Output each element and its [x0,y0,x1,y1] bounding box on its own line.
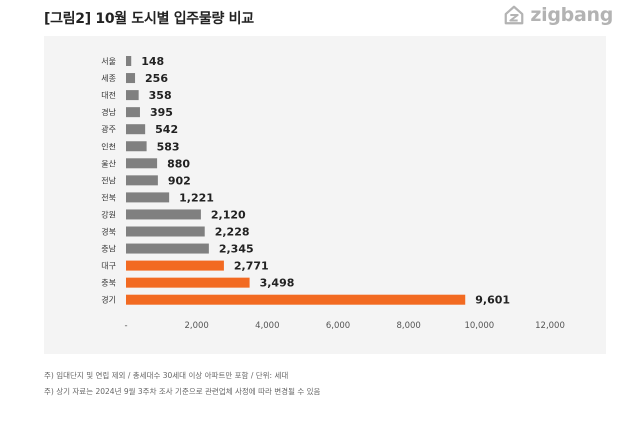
page-title: [그림2] 10월 도시별 입주물량 비교 [44,11,254,27]
bar [126,192,170,203]
data-label: 2,771 [234,260,269,273]
data-label: 902 [168,174,191,187]
x-tick-label: 2,000 [184,321,208,331]
bar [126,90,139,101]
category-label: 충북 [101,279,116,288]
bar [126,56,132,66]
data-label: 358 [149,89,172,102]
logo-text: zigbang [530,4,613,26]
category-label: 인천 [101,141,116,151]
category-label: 대구 [101,262,116,271]
x-tick-label: 4,000 [255,321,279,331]
data-label: 3,498 [260,277,295,290]
bar [126,260,224,271]
category-label: 세종 [101,74,116,83]
bar [126,226,205,237]
data-label: 1,221 [179,191,214,204]
bar [126,141,147,152]
category-label: 대전 [101,90,116,100]
category-label: 광주 [101,124,116,134]
bar [126,158,158,169]
bar [126,107,140,118]
zigbang-house-icon [505,5,524,25]
data-label: 148 [141,55,164,68]
chart-panel: 서울 148 세종 256 대전 358 경남 395 광주 542 인천 583 울산 880 전남 902… [44,36,606,354]
data-label: 395 [150,106,173,119]
bar [126,294,466,305]
zigbang-logo: zigbang [503,4,613,26]
data-label: 256 [145,72,168,85]
category-label: 서울 [101,57,116,66]
category-label: 울산 [101,158,116,168]
x-tick-label: - [124,321,127,331]
bar [126,175,158,186]
data-label: 583 [157,140,180,153]
data-label: 2,120 [211,208,246,221]
x-tick-label: 6,000 [326,321,350,331]
footnote-2: 주) 상기 자료는 2024년 9월 3주차 조사 기준으로 관련업체 사정에 … [44,387,321,396]
bar [126,73,136,84]
footnotes: 주) 임대단지 및 연립 제외 / 총세대수 30세대 이상 아파트만 포함 /… [44,368,320,400]
bar-chart: 서울 148 세종 256 대전 358 경남 395 광주 542 인천 583 울산 880 전남 902… [101,55,565,331]
data-label: 880 [167,157,190,170]
category-label: 강원 [101,209,116,219]
x-tick-label: 10,000 [464,321,494,331]
data-label: 2,345 [219,243,254,256]
footnote-1: 주) 임대단지 및 연립 제외 / 총세대수 30세대 이상 아파트만 포함 /… [44,371,289,380]
category-label: 충남 [101,245,116,254]
data-label: 2,228 [215,226,250,239]
category-label: 경남 [101,107,116,117]
bar [126,209,201,220]
data-label: 542 [155,123,178,136]
category-label: 경기 [101,295,116,305]
bar [126,277,250,288]
category-label: 전북 [101,192,116,202]
data-label: 9,601 [475,294,510,307]
bar [126,124,146,135]
category-label: 전남 [101,175,116,185]
x-tick-label: 8,000 [396,321,420,331]
category-label: 경북 [101,227,116,237]
bar [126,243,209,254]
x-tick-label: 12,000 [535,321,565,331]
